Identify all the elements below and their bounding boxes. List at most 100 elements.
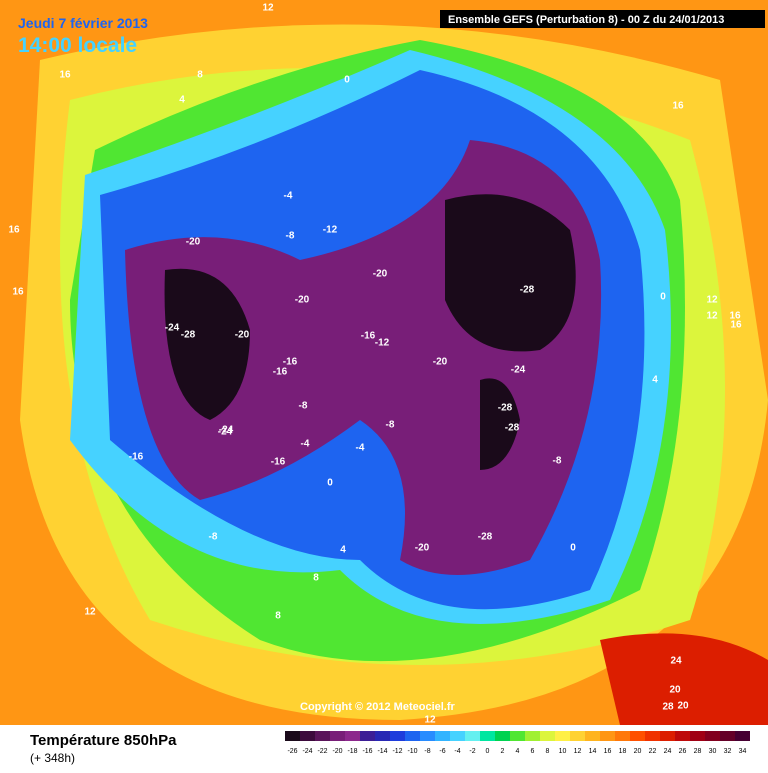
scale-label: -26 bbox=[287, 748, 297, 755]
footer-title: Température 850hPa bbox=[30, 732, 177, 749]
contour-label: 16 bbox=[730, 320, 742, 331]
contour-label: 20 bbox=[669, 685, 681, 696]
scale-swatch bbox=[735, 731, 750, 741]
contour-label: 16 bbox=[8, 225, 20, 236]
contour-label: 12 bbox=[84, 607, 96, 618]
scale-swatch bbox=[645, 731, 660, 741]
contour-label: -4 bbox=[356, 443, 365, 454]
scale-label: 34 bbox=[739, 748, 747, 755]
contour-label: -24 bbox=[511, 365, 526, 376]
scale-label: 28 bbox=[694, 748, 702, 755]
scale-label: -12 bbox=[392, 748, 402, 755]
contour-label: -20 bbox=[235, 330, 250, 341]
contour-label: 8 bbox=[313, 573, 319, 584]
scale-swatch bbox=[420, 731, 435, 741]
contour-label: -28 bbox=[181, 330, 196, 341]
scale-swatch bbox=[525, 731, 540, 741]
contour-label: -24 bbox=[218, 427, 233, 438]
scale-swatch bbox=[285, 731, 300, 741]
contour-label: -8 bbox=[209, 532, 218, 543]
scale-swatch bbox=[300, 731, 315, 741]
contour-label: 12 bbox=[262, 3, 274, 14]
contour-label: 0 bbox=[570, 543, 576, 554]
zone bbox=[164, 268, 250, 420]
scale-swatch bbox=[360, 731, 375, 741]
scale-label: 0 bbox=[486, 748, 490, 755]
contour-label: -8 bbox=[386, 420, 395, 431]
scale-swatch bbox=[330, 731, 345, 741]
contour-label: -28 bbox=[478, 532, 493, 543]
contour-label: -16 bbox=[361, 331, 376, 342]
contour-label: 16 bbox=[12, 287, 24, 298]
contour-label: -20 bbox=[186, 237, 201, 248]
scale-label: -4 bbox=[454, 748, 460, 755]
contour-label: -16 bbox=[271, 457, 286, 468]
scale-label: 10 bbox=[559, 748, 567, 755]
contour-label: 16 bbox=[672, 101, 684, 112]
scale-swatch bbox=[555, 731, 570, 741]
color-scale: -26 -24 -22 -20 -18 -16 -14 -12 -10 -8 -6 -4 -2 0 2 4 6 8… bbox=[285, 731, 750, 755]
zone bbox=[480, 378, 520, 470]
scale-swatch bbox=[465, 731, 480, 741]
scale-label: 24 bbox=[664, 748, 672, 755]
scale-swatch bbox=[510, 731, 525, 741]
contour-label: -24 bbox=[219, 425, 234, 436]
scale-label: 8 bbox=[546, 748, 550, 755]
scale-swatch bbox=[675, 731, 690, 741]
scale-swatch bbox=[570, 731, 585, 741]
scale-swatch bbox=[660, 731, 675, 741]
contour-label: 12 bbox=[706, 295, 718, 306]
scale-label: 30 bbox=[709, 748, 717, 755]
scale-label: -22 bbox=[317, 748, 327, 755]
scale-label: 22 bbox=[649, 748, 657, 755]
scale-swatch bbox=[375, 731, 390, 741]
contour-label: -16 bbox=[273, 367, 288, 378]
scale-label: -14 bbox=[377, 748, 387, 755]
scale-label: 4 bbox=[516, 748, 520, 755]
scale-label: 2 bbox=[501, 748, 505, 755]
contour-label: 0 bbox=[327, 478, 333, 489]
scale-swatch bbox=[600, 731, 615, 741]
scale-swatch bbox=[720, 731, 735, 741]
contour-label: -16 bbox=[283, 357, 298, 368]
scale-label: -24 bbox=[302, 748, 312, 755]
contour-label: -20 bbox=[295, 295, 310, 306]
contour-label: -24 bbox=[165, 323, 180, 334]
scale-label: 16 bbox=[604, 748, 612, 755]
scale-label: 32 bbox=[724, 748, 732, 755]
contour-label: -8 bbox=[553, 456, 562, 467]
scale-label: -18 bbox=[347, 748, 357, 755]
scale-label: 14 bbox=[589, 748, 597, 755]
scale-label: -10 bbox=[407, 748, 417, 755]
contour-label: -20 bbox=[415, 543, 430, 554]
scale-swatch bbox=[495, 731, 510, 741]
scale-swatch bbox=[435, 731, 450, 741]
contour-label: -16 bbox=[129, 452, 144, 463]
contour-label: 0 bbox=[344, 75, 350, 86]
scale-swatch bbox=[480, 731, 495, 741]
contour-label: 8 bbox=[197, 70, 203, 81]
contour-label: 12 bbox=[706, 311, 718, 322]
contour-label: -28 bbox=[498, 403, 513, 414]
contour-label: -8 bbox=[286, 231, 295, 242]
scale-label: 6 bbox=[531, 748, 535, 755]
contour-label: 8 bbox=[275, 611, 281, 622]
scale-swatch bbox=[705, 731, 720, 741]
scale-label: -8 bbox=[424, 748, 430, 755]
contour-label: -4 bbox=[284, 191, 293, 202]
contour-label: 4 bbox=[652, 375, 658, 386]
contour-label: 28 bbox=[662, 702, 674, 713]
contour-label: 20 bbox=[677, 701, 689, 712]
scale-swatch bbox=[390, 731, 405, 741]
scale-label: -6 bbox=[439, 748, 445, 755]
contour-label: -12 bbox=[375, 338, 390, 349]
contour-label: 0 bbox=[660, 292, 666, 303]
contour-label: 4 bbox=[340, 545, 346, 556]
contour-label: -20 bbox=[433, 357, 448, 368]
scale-label: 12 bbox=[574, 748, 582, 755]
scale-label: -20 bbox=[332, 748, 342, 755]
scale-swatch bbox=[630, 731, 645, 741]
